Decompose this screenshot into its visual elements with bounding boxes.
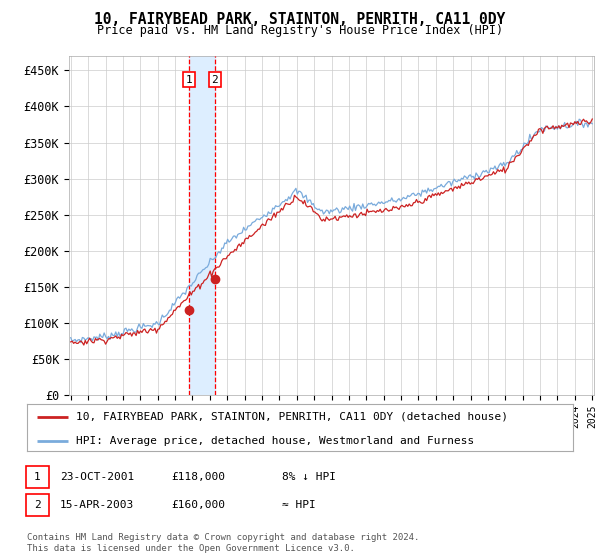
Bar — [189, 56, 215, 395]
Text: ≈ HPI: ≈ HPI — [282, 500, 316, 510]
Text: 8% ↓ HPI: 8% ↓ HPI — [282, 472, 336, 482]
Text: 1: 1 — [34, 472, 41, 482]
Text: £118,000: £118,000 — [171, 472, 225, 482]
Text: Price paid vs. HM Land Registry's House Price Index (HPI): Price paid vs. HM Land Registry's House … — [97, 24, 503, 36]
Text: Contains HM Land Registry data © Crown copyright and database right 2024.
This d: Contains HM Land Registry data © Crown c… — [27, 533, 419, 553]
Text: 2: 2 — [34, 500, 41, 510]
Text: HPI: Average price, detached house, Westmorland and Furness: HPI: Average price, detached house, West… — [76, 436, 475, 446]
Text: 2: 2 — [211, 74, 218, 85]
Text: 15-APR-2003: 15-APR-2003 — [60, 500, 134, 510]
Text: 23-OCT-2001: 23-OCT-2001 — [60, 472, 134, 482]
Text: 10, FAIRYBEAD PARK, STAINTON, PENRITH, CA11 0DY: 10, FAIRYBEAD PARK, STAINTON, PENRITH, C… — [94, 12, 506, 27]
Text: 1: 1 — [186, 74, 193, 85]
Text: £160,000: £160,000 — [171, 500, 225, 510]
Text: 10, FAIRYBEAD PARK, STAINTON, PENRITH, CA11 0DY (detached house): 10, FAIRYBEAD PARK, STAINTON, PENRITH, C… — [76, 412, 508, 422]
